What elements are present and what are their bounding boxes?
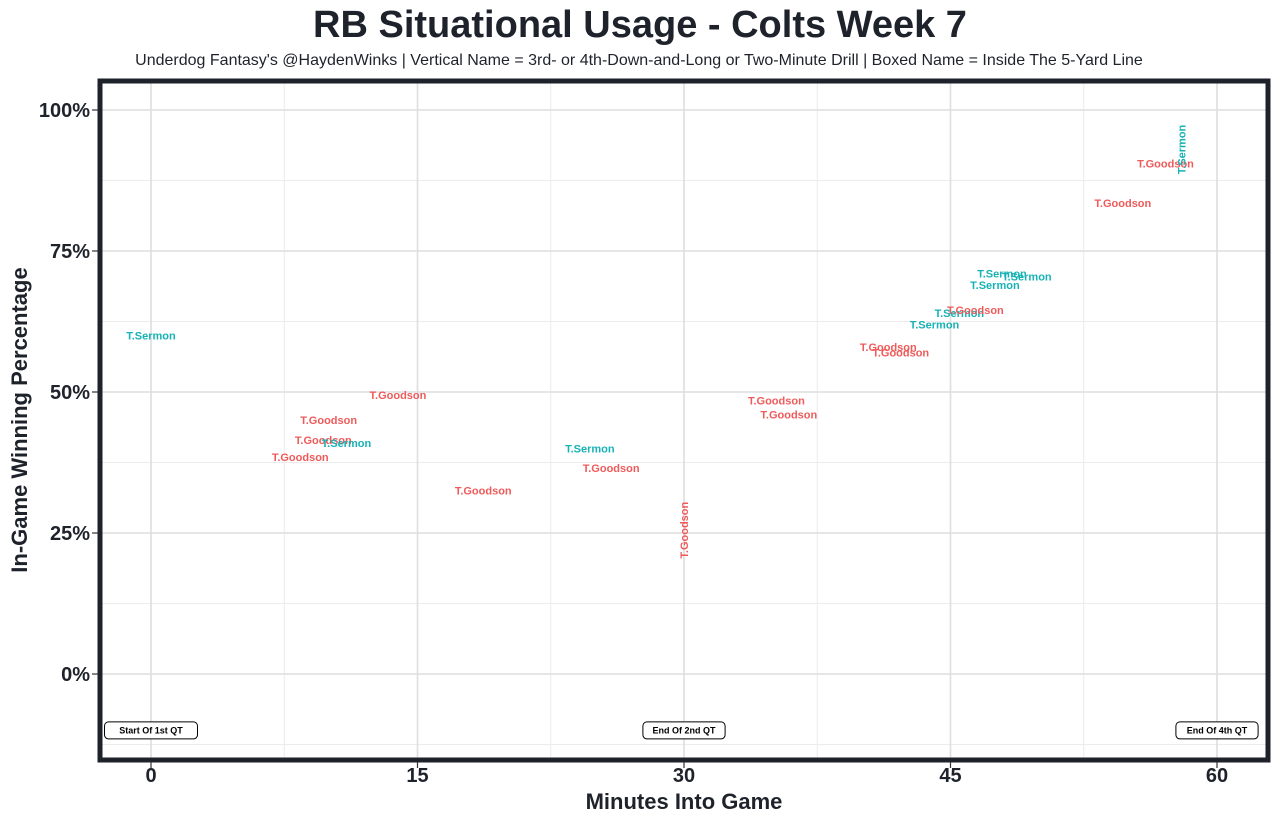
- point-label: T.Goodson: [1094, 198, 1151, 210]
- point-label: T.Goodson: [295, 435, 352, 447]
- quarter-annotation: End Of 4th QT: [1175, 721, 1259, 740]
- y-axis-title: In-Game Winning Percentage: [7, 267, 32, 572]
- point-label: T.Sermon: [910, 319, 960, 331]
- annotation-box: [104, 721, 198, 740]
- grid-layer: [100, 81, 1268, 760]
- x-tick-label: 15: [406, 765, 428, 787]
- point-label: T.Goodson: [583, 463, 640, 475]
- chart-title: RB Situational Usage - Colts Week 7: [313, 4, 967, 46]
- y-tick-label: 25%: [50, 523, 90, 545]
- quarter-annotation: Start Of 1st QT: [104, 721, 198, 740]
- x-tick-label: 45: [939, 765, 961, 787]
- annotation-label: Start Of 1st QT: [119, 726, 183, 736]
- annotation-box: [1175, 721, 1259, 740]
- annotation-box: [642, 721, 726, 740]
- point-label: T.Sermon: [565, 443, 615, 455]
- point-label: T.Goodson: [872, 348, 929, 360]
- chart-subtitle: Underdog Fantasy's @HaydenWinks | Vertic…: [135, 52, 1143, 69]
- point-label: T.Goodson: [860, 342, 917, 354]
- point-label: T.Goodson: [760, 410, 817, 422]
- annotation-label: End Of 2nd QT: [653, 726, 716, 736]
- y-tick-label: 100%: [39, 100, 90, 122]
- point-label: T.Goodson: [455, 486, 512, 498]
- point-label: T.Sermon: [935, 308, 985, 320]
- point-label: T.Sermon: [1002, 271, 1052, 283]
- annotation-label: End Of 4th QT: [1187, 726, 1248, 736]
- point-label: T.Goodson: [748, 395, 805, 407]
- x-axis-title: Minutes Into Game: [586, 789, 783, 814]
- y-tick-label: 50%: [50, 382, 90, 404]
- y-tick-label: 0%: [61, 664, 90, 686]
- points-layer: T.SermonT.GoodsonT.GoodsonT.GoodsonT.Ser…: [126, 124, 1194, 558]
- point-label: T.Sermon: [1176, 124, 1188, 174]
- y-tick-label: 75%: [50, 241, 90, 263]
- point-label: T.Goodson: [300, 415, 357, 427]
- point-label: T.Goodson: [370, 390, 427, 402]
- point-label: T.Goodson: [679, 501, 691, 558]
- x-tick-label: 0: [145, 765, 156, 787]
- x-tick-label: 60: [1206, 765, 1228, 787]
- point-label: T.Sermon: [970, 280, 1020, 292]
- annotation-layer: Start Of 1st QT End Of 2nd QT End Of 4th Q…: [104, 721, 1259, 740]
- point-label: T.Sermon: [126, 331, 176, 343]
- quarter-annotation: End Of 2nd QT: [642, 721, 726, 740]
- point-label: T.Sermon: [977, 269, 1027, 281]
- point-label: T.Goodson: [272, 452, 329, 464]
- point-label: T.Sermon: [322, 438, 372, 450]
- x-tick-label: 30: [673, 765, 695, 787]
- ticks-layer: 0 15 30 45 60 0% 25% 50% 75% 100%: [39, 100, 1228, 787]
- plot-frame: [97, 78, 1271, 763]
- point-label: T.Goodson: [947, 305, 1004, 317]
- point-label: T.Goodson: [1137, 159, 1194, 171]
